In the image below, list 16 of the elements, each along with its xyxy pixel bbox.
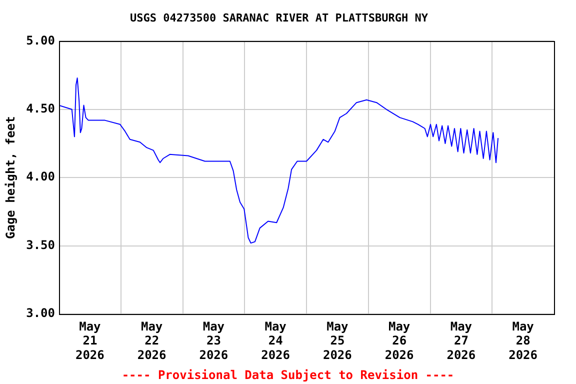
x-tick-label: May 28 2026 — [508, 319, 538, 362]
x-tick-label: May 21 2026 — [75, 319, 104, 362]
y-tick-label: 5.00 — [26, 33, 55, 48]
x-tick-label: May 22 2026 — [137, 319, 166, 362]
y-tick-label: 3.00 — [26, 306, 55, 320]
y-axis-title: Gage height, feet — [3, 116, 18, 240]
x-tick-label: May 23 2026 — [199, 319, 228, 362]
y-tick-label: 4.00 — [26, 170, 55, 184]
x-tick-label: May 25 2026 — [322, 319, 352, 362]
x-tick-label: May 24 2026 — [261, 319, 290, 362]
x-tick-label: May 26 2026 — [384, 319, 414, 362]
text: ---- Provisional Data Subject to Revision ---- — [122, 368, 454, 382]
y-tick-label: 3.50 — [26, 238, 55, 252]
chart-title: USGS 04273500 SARANAC RIVER AT PLATTSBURGH NY — [130, 11, 428, 24]
x-tick-label: May 27 2026 — [446, 319, 476, 362]
y-tick-label: 4.50 — [26, 102, 55, 116]
